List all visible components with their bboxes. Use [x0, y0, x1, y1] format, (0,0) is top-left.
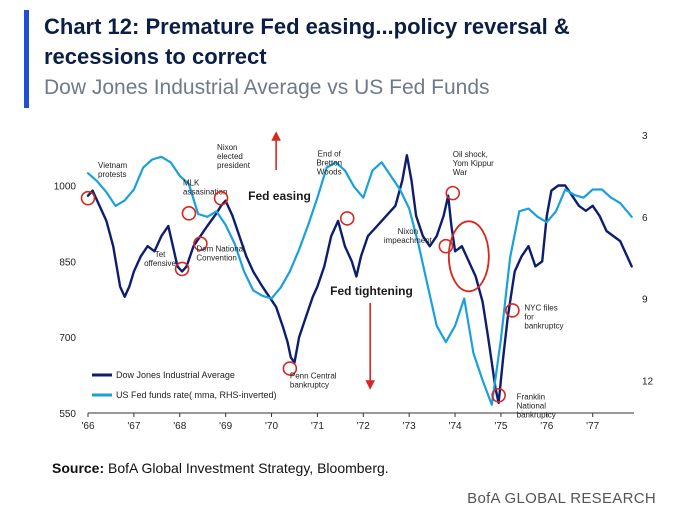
event-marker-circle [438, 238, 454, 254]
dow-jones-series-line [86, 153, 633, 405]
fed-funds-series-line [86, 155, 633, 406]
x-tick-label: '68 [173, 421, 186, 432]
x-tick-label: '69 [219, 421, 232, 432]
y-right-tick-label: 3 [642, 131, 648, 142]
event-marker-circle [181, 206, 197, 221]
fed-easing-label: Fed easing [248, 189, 311, 203]
x-tick-label: '67 [127, 421, 140, 432]
event-annotation-label: Nixon elected president [217, 143, 251, 170]
source-note: Source: BofA Global Investment Strategy,… [52, 460, 389, 476]
x-tick-label: '71 [311, 421, 324, 432]
y-left-tick-label: 700 [59, 333, 76, 344]
y-left-tick-label: 550 [59, 409, 76, 420]
event-marker-circle [193, 236, 208, 251]
event-marker-circle [445, 185, 461, 201]
title-accent-bar [24, 10, 29, 108]
event-marker-circle [80, 190, 96, 206]
legend-label: Dow Jones Industrial Average [116, 370, 235, 380]
fed-tightening-label: Fed tightening [330, 284, 413, 298]
y-left-tick-label: 1000 [54, 182, 77, 193]
x-tick-label: '75 [494, 421, 507, 432]
chart-title: Chart 12: Premature Fed easing...policy … [44, 14, 570, 69]
event-annotation-label: Penn Central bankruptcy [290, 372, 337, 390]
source-label: Source: [52, 460, 105, 476]
legend-label: US Fed funds rate( mma, RHS-inverted) [116, 390, 277, 400]
event-annotation-label: End of Bretton Woods [316, 149, 342, 176]
x-tick-label: '74 [449, 421, 462, 432]
source-text: BofA Global Investment Strategy, Bloombe… [104, 460, 389, 476]
event-annotation-label: Vietnam protests [98, 161, 128, 179]
y-right-tick-label: 9 [642, 295, 648, 306]
event-marker-circle [213, 190, 229, 206]
x-tick-label: '73 [403, 421, 416, 432]
event-marker-circle [491, 388, 506, 403]
y-left-tick-label: 850 [59, 257, 76, 268]
event-annotation-label: NYC files for bankruptcy [524, 303, 563, 330]
x-tick-label: '77 [586, 421, 599, 432]
event-annotation-label: Tet offensive [144, 250, 176, 268]
event-marker-circle [282, 361, 298, 376]
event-annotation-label: Franklin National bankruptcy [517, 392, 556, 419]
y-right-tick-label: 6 [642, 213, 648, 224]
x-tick-label: '72 [357, 421, 370, 432]
event-annotation-label: Oil shock, Yom Kippur War [453, 150, 494, 177]
event-annotation-label: MLK assasination [183, 178, 227, 196]
x-tick-label: '76 [540, 421, 553, 432]
event-annotation-label: Nixon impeachment [384, 227, 433, 245]
highlight-oval [447, 220, 490, 293]
event-marker-circle [174, 261, 190, 277]
chart-subtitle: Dow Jones Industrial Average vs US Fed F… [44, 76, 490, 99]
brand-logo-text: BofA GLOBAL RESEARCH [467, 490, 656, 507]
x-tick-label: '70 [265, 421, 278, 432]
y-right-tick-label: 12 [642, 376, 654, 387]
event-marker-circle [505, 303, 520, 318]
x-tick-label: '66 [81, 421, 94, 432]
event-annotation-label: Dem National Convention [196, 245, 245, 263]
event-marker-circle [339, 211, 355, 226]
